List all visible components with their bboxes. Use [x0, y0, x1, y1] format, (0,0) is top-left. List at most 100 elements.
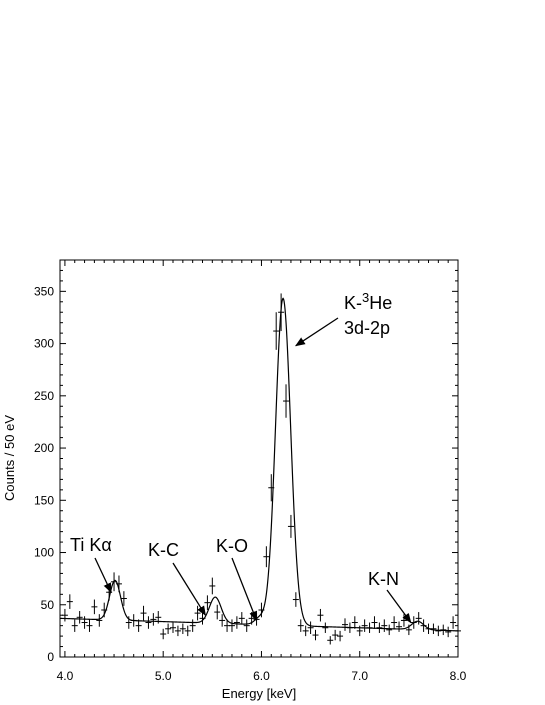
annotation-arrow: [386, 589, 412, 624]
plot-frame: [59, 259, 459, 658]
data-point: [125, 616, 132, 629]
data-point: [396, 621, 403, 632]
data-point: [312, 629, 319, 641]
y-tick-label: 150: [34, 493, 54, 507]
annotation-k-o: K-O: [216, 536, 248, 556]
data-point: [155, 611, 162, 624]
data-point: [386, 624, 393, 636]
data-point: [219, 614, 226, 627]
data-point: [130, 614, 137, 627]
annotation-arrow: [231, 557, 258, 622]
data-point: [287, 514, 294, 538]
data-point: [140, 605, 147, 621]
x-tick-label: 5.0: [155, 669, 172, 683]
data-point: [106, 583, 113, 601]
data-point: [283, 384, 290, 418]
data-point: [238, 612, 245, 625]
y-axis-ticks: 0 50 100 150 200 250 300 350: [34, 269, 458, 664]
data-point: [189, 619, 196, 632]
data-point: [376, 622, 383, 633]
annotation-arrow: [295, 317, 339, 347]
data-point: [366, 622, 373, 633]
annotations-group: Ti Kα K-C K-O K-3He 3d-2p K-N: [70, 290, 412, 624]
data-point: [337, 630, 344, 642]
x-tick-label: 4.0: [57, 669, 74, 683]
data-point: [263, 546, 270, 568]
data-point: [101, 602, 108, 618]
data-point: [243, 619, 250, 632]
data-point: [332, 629, 339, 641]
data-point: [120, 591, 127, 606]
y-tick-label: 100: [34, 546, 54, 560]
data-point: [111, 572, 118, 592]
fit-curve: [59, 297, 459, 632]
annotation-ti-ka: Ti Kα: [70, 535, 112, 555]
data-point: [455, 625, 461, 637]
data-point: [209, 577, 216, 595]
data-point: [391, 616, 398, 629]
annotation-k-he3: K-3He: [344, 290, 392, 313]
x-axis-label: Energy [keV]: [222, 686, 296, 701]
y-tick-label: 200: [34, 441, 54, 455]
data-point: [327, 636, 334, 645]
data-point: [71, 619, 78, 632]
data-point: [440, 624, 447, 636]
annotation-3d-2p: 3d-2p: [344, 318, 390, 338]
y-tick-label: 0: [47, 650, 54, 664]
data-point: [150, 613, 157, 626]
data-point: [273, 312, 280, 350]
data-point: [268, 474, 275, 502]
data-point: [228, 619, 235, 632]
annotation-arrow: [172, 562, 206, 617]
data-point: [381, 619, 388, 632]
data-point: [356, 625, 363, 637]
data-point: [145, 616, 152, 629]
data-point: [91, 599, 98, 615]
data-points-group: [61, 293, 461, 645]
x-tick-label: 7.0: [351, 669, 368, 683]
data-point: [86, 619, 93, 632]
data-point: [76, 611, 83, 624]
data-point: [115, 575, 122, 593]
y-tick-label: 250: [34, 389, 54, 403]
data-point: [174, 625, 181, 637]
data-point: [165, 623, 172, 635]
x-axis-ticks: 4.0 5.0 6.0 7.0 8.0: [57, 260, 467, 683]
data-point: [430, 623, 437, 635]
data-point: [184, 625, 191, 637]
data-point: [415, 612, 422, 625]
data-point: [61, 608, 68, 622]
data-point: [322, 622, 329, 633]
data-point: [81, 616, 88, 629]
data-point: [371, 616, 378, 629]
data-point: [307, 621, 314, 635]
data-point: [317, 608, 324, 622]
data-point: [351, 616, 358, 629]
y-tick-label: 300: [34, 337, 54, 351]
data-point: [258, 602, 265, 618]
y-tick-label: 50: [41, 598, 55, 612]
data-point: [160, 628, 167, 640]
x-tick-label: 6.0: [253, 669, 270, 683]
data-point: [292, 592, 299, 607]
data-point: [170, 622, 177, 633]
annotation-k-c: K-C: [148, 540, 179, 560]
x-tick-label: 8.0: [450, 669, 467, 683]
data-point: [278, 293, 285, 332]
data-point: [435, 625, 442, 637]
data-point: [66, 594, 73, 609]
y-tick-label: 350: [34, 284, 54, 298]
data-point: [410, 616, 417, 629]
data-point: [302, 625, 309, 637]
data-point: [346, 622, 353, 633]
data-point: [420, 619, 427, 632]
annotation-k-n: K-N: [368, 569, 399, 589]
data-point: [135, 619, 142, 632]
data-point: [214, 604, 221, 620]
data-point: [445, 626, 452, 638]
data-point: [341, 618, 348, 631]
data-point: [96, 614, 103, 627]
fit-curve-group: [59, 297, 459, 632]
data-point: [204, 595, 211, 610]
